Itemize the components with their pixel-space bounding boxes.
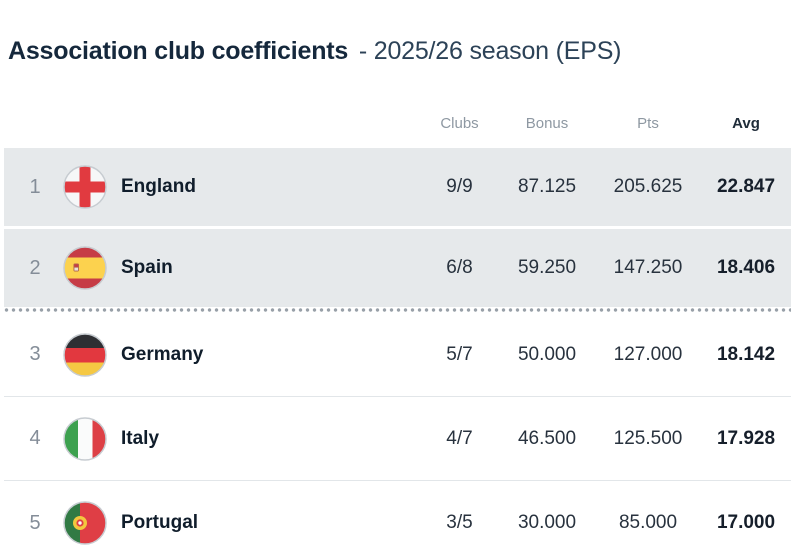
table-row-germany[interactable]: 3 Germany 5/7 50.000 127.000 18.142 (4, 313, 791, 397)
clubs-value: 3/5 (446, 512, 473, 533)
bonus-value: 30.000 (517, 512, 577, 533)
clubs-value: 6/8 (446, 257, 473, 278)
table-row-spain[interactable]: 2 Spain (4, 229, 791, 307)
pts-value: 85.000 (618, 512, 678, 533)
pts-value: 125.500 (613, 427, 683, 449)
bonus-value: 59.250 (517, 257, 577, 278)
title-sub: - 2025/26 season (EPS) (358, 37, 622, 65)
column-header-clubs: Clubs (440, 115, 479, 132)
rank-value: 3 (29, 343, 41, 365)
title-main: Association club coefficients (8, 37, 349, 65)
germany-flag-icon (63, 332, 107, 377)
spain-crest (73, 263, 79, 272)
clubs-value: 5/7 (446, 343, 473, 365)
country-name: England (121, 176, 196, 197)
column-header-avg: Avg (732, 115, 760, 132)
pts-value: 205.625 (613, 176, 683, 197)
page-title: Association club coefficients - 2025/26 … (8, 36, 800, 66)
italy-flag-icon (63, 416, 107, 461)
rank-value: 1 (29, 175, 41, 198)
rank-value: 4 (29, 427, 41, 449)
bonus-value: 50.000 (517, 343, 577, 365)
column-header-bonus: Bonus (525, 115, 569, 132)
table-header-row: Clubs Bonus Pts Avg (4, 108, 791, 132)
avg-value: 17.928 (716, 427, 776, 449)
column-header-pts: Pts (637, 115, 659, 132)
country-name: Germany (121, 343, 204, 365)
clubs-value: 4/7 (446, 427, 473, 449)
pts-value: 127.000 (613, 343, 683, 365)
coefficients-table: Clubs Bonus Pts Avg 1 England 9/9 (4, 108, 791, 555)
portugal-crest (73, 516, 87, 530)
rank-value: 5 (29, 511, 41, 534)
clubs-value: 9/9 (446, 176, 473, 197)
rank-value: 2 (29, 256, 41, 279)
table-row-portugal[interactable]: 5 Portugal 3/5 (4, 481, 791, 555)
avg-value: 18.142 (716, 343, 776, 365)
bonus-value: 87.125 (517, 176, 577, 197)
england-flag-icon (63, 165, 107, 209)
bonus-value: 46.500 (517, 427, 577, 449)
avg-value: 17.000 (716, 512, 776, 533)
avg-value: 22.847 (716, 176, 776, 197)
spain-flag-icon (63, 246, 107, 290)
portugal-flag-icon (63, 501, 107, 545)
country-name: Spain (121, 257, 173, 278)
qualification-cutoff-divider (4, 307, 791, 313)
pts-value: 147.250 (613, 257, 683, 278)
country-name: Portugal (121, 512, 199, 533)
page: Association club coefficients - 2025/26 … (0, 36, 800, 555)
table-row-england[interactable]: 1 England 9/9 87.125 205.625 22.847 (4, 148, 791, 226)
country-name: Italy (121, 427, 160, 449)
avg-value: 18.406 (716, 257, 776, 278)
table-row-italy[interactable]: 4 Italy 4/7 46.500 125.500 17.928 (4, 397, 791, 481)
